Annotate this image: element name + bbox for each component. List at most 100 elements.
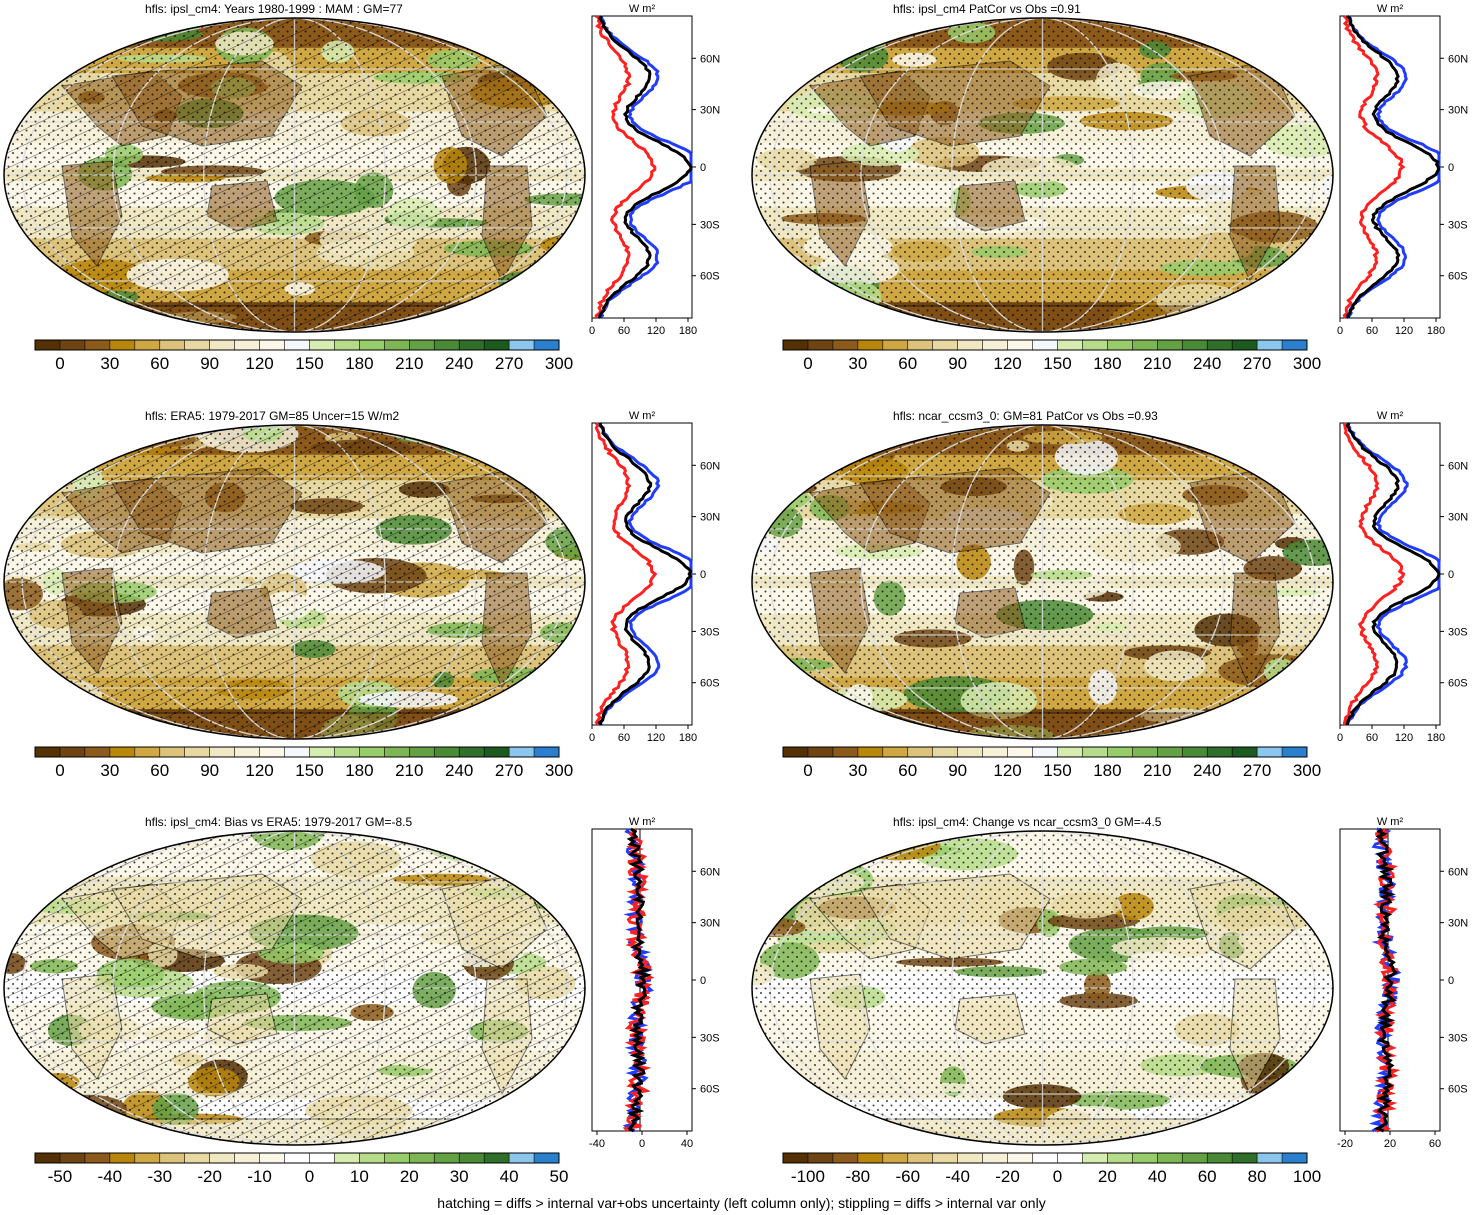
zonal-x-tick-label: 60 (618, 732, 630, 744)
colorbar-tick-label: 0 (1052, 1167, 1063, 1186)
colorbar-tick-label: 80 (1247, 1167, 1267, 1186)
colorbar-tick-label: 60 (898, 354, 918, 373)
zonal-curve-obs (1345, 422, 1441, 726)
colorbar-tick-label: 240 (1193, 354, 1222, 373)
zonal-curve-model (597, 422, 693, 726)
zonal-x-tick-label: 120 (647, 325, 665, 337)
zonal-mean-plot: W m² 60N 30N 0 30S 60S 0 60 120 180 (589, 410, 720, 744)
zonal-lat-label: 30N (1448, 105, 1468, 117)
map-panel-5: hfls: ipsl_cm4: Bias vs ERA5: 1979-2017 … (0, 813, 720, 1213)
zonal-mean-plot: W m² 60N 30N 0 30S 60S 0 60 120 180 (589, 3, 720, 337)
colorbar-tick-label: -80 (845, 1167, 871, 1186)
colorbar-tick-label: -60 (895, 1167, 921, 1186)
colorbar-tick-label: 20 (1097, 1167, 1117, 1186)
zonal-x-tick-label: 40 (681, 1138, 693, 1150)
zonal-lat-label: 60N (1448, 460, 1468, 472)
zonal-lat-label: 0 (1448, 975, 1454, 987)
colorbar-tick-label: 0 (55, 761, 65, 780)
zonal-x-tick-label: 20 (1384, 1138, 1396, 1150)
colorbar-tick-label: 270 (1242, 761, 1272, 780)
colorbar-tick-label: 30 (848, 354, 868, 373)
robinson-map (3, 17, 586, 333)
figure-footer-caption: hatching = diffs > internal var+obs unce… (437, 1195, 1046, 1211)
colorbar-tick-label: 60 (150, 354, 170, 373)
colorbar (782, 746, 1308, 758)
colorbar (782, 1152, 1308, 1164)
zonal-x-tick-label: 120 (647, 732, 665, 744)
zonal-unit-label: W m² (629, 3, 656, 15)
colorbar-tick-label: 120 (245, 761, 274, 780)
colorbar (34, 746, 560, 758)
panel-title: hfls: ipsl_cm4: Bias vs ERA5: 1979-2017 … (145, 815, 413, 829)
zonal-x-tick-label: -40 (589, 1138, 605, 1150)
zonal-x-tick-label: 120 (1395, 732, 1413, 744)
colorbar-tick-label: 270 (494, 354, 524, 373)
map-panel-3: hfls: ERA5: 1979-2017 GM=85 Uncer=15 W/m… (0, 407, 720, 807)
colorbar-tick-label: 30 (100, 761, 120, 780)
map-panel-6: hfls: ipsl_cm4: Change vs ncar_ccsm3_0 G… (748, 813, 1468, 1213)
colorbar-tick-label: 240 (445, 354, 474, 373)
zonal-x-tick-label: 60 (1429, 1138, 1441, 1150)
colorbar-tick-label: 90 (948, 761, 968, 780)
robinson-map (751, 424, 1334, 740)
zonal-mean-plot: W m² 60N 30N 0 30S 60S -20 20 60 (1337, 816, 1468, 1150)
colorbar-tick-label: 120 (993, 354, 1022, 373)
zonal-x-tick-label: 60 (618, 325, 630, 337)
zonal-x-tick-label: 60 (1366, 732, 1378, 744)
colorbar-tick-label: 120 (993, 761, 1022, 780)
zonal-curve-model (598, 15, 693, 319)
zonal-lat-label: 30S (700, 1032, 720, 1044)
colorbar-tick-label: 90 (200, 761, 220, 780)
zonal-lat-label: 30N (700, 918, 720, 930)
colorbar-tick-label: 180 (1093, 761, 1122, 780)
panel-title: hfls: ncar_ccsm3_0: GM=81 PatCor vs Obs … (893, 409, 1158, 423)
zonal-curve-model (1346, 14, 1441, 319)
zonal-curve-obs (1345, 15, 1441, 320)
zonal-lat-label: 60S (1448, 271, 1468, 283)
colorbar-tick-label: 300 (1292, 354, 1322, 373)
zonal-curve-obs (597, 422, 693, 726)
zonal-curve-obs (597, 15, 693, 320)
colorbar-tick-label: 240 (1193, 761, 1222, 780)
zonal-x-tick-label: 0 (1337, 325, 1343, 337)
zonal-lat-label: 60S (700, 271, 720, 283)
zonal-mean-plot: W m² 60N 30N 0 30S 60S 0 60 120 180 (1337, 3, 1468, 337)
colorbar (34, 1152, 560, 1164)
zonal-lat-label: 60S (1448, 1084, 1468, 1096)
colorbar-tick-label: 240 (445, 761, 474, 780)
colorbar-tick-label: 180 (345, 761, 374, 780)
zonal-x-tick-label: 180 (679, 732, 697, 744)
zonal-curve-model (1373, 827, 1398, 1133)
panel-title: hfls: ipsl_cm4 PatCor vs Obs =0.91 (893, 2, 1081, 16)
zonal-x-tick-label: 180 (1427, 732, 1445, 744)
zonal-curve-diff (1342, 14, 1406, 319)
colorbar-tick-label: 210 (395, 354, 424, 373)
zonal-lat-label: 0 (1448, 569, 1454, 581)
map-panel-2: hfls: ipsl_cm4 PatCor vs Obs =0.91 0 30 60 9… (748, 0, 1468, 400)
zonal-lat-label: 60N (700, 460, 720, 472)
zonal-lat-label: 0 (700, 569, 706, 581)
colorbar-tick-label: 20 (399, 1167, 419, 1186)
zonal-x-tick-label: 0 (639, 1138, 645, 1150)
colorbar-tick-label: 300 (544, 354, 574, 373)
zonal-lat-label: 60S (1448, 678, 1468, 690)
colorbar-tick-label: 300 (544, 761, 574, 780)
colorbar-tick-label: 210 (395, 761, 424, 780)
panel-title: hfls: ERA5: 1979-2017 GM=85 Uncer=15 W/m… (145, 409, 400, 423)
zonal-lat-label: 30N (700, 512, 720, 524)
colorbar-tick-label: 40 (1147, 1167, 1167, 1186)
colorbar-tick-label: 210 (1143, 354, 1172, 373)
colorbar-tick-label: -40 (97, 1167, 123, 1186)
map-panel-4: hfls: ncar_ccsm3_0: GM=81 PatCor vs Obs … (748, 407, 1468, 807)
zonal-mean-plot: W m² 60N 30N 0 30S 60S -40 0 40 (589, 816, 720, 1150)
colorbar-tick-label: 0 (803, 354, 813, 373)
colorbar-tick-label: -30 (147, 1167, 173, 1186)
zonal-curve-diff (1342, 422, 1406, 726)
colorbar-tick-label: 0 (803, 761, 813, 780)
zonal-lat-label: 0 (1448, 162, 1454, 174)
colorbar-tick-label: 300 (1292, 761, 1322, 780)
zonal-lat-label: 60S (700, 678, 720, 690)
zonal-curve-model (626, 827, 653, 1133)
colorbar-tick-label: 120 (245, 354, 274, 373)
zonal-x-tick-label: 0 (589, 325, 595, 337)
